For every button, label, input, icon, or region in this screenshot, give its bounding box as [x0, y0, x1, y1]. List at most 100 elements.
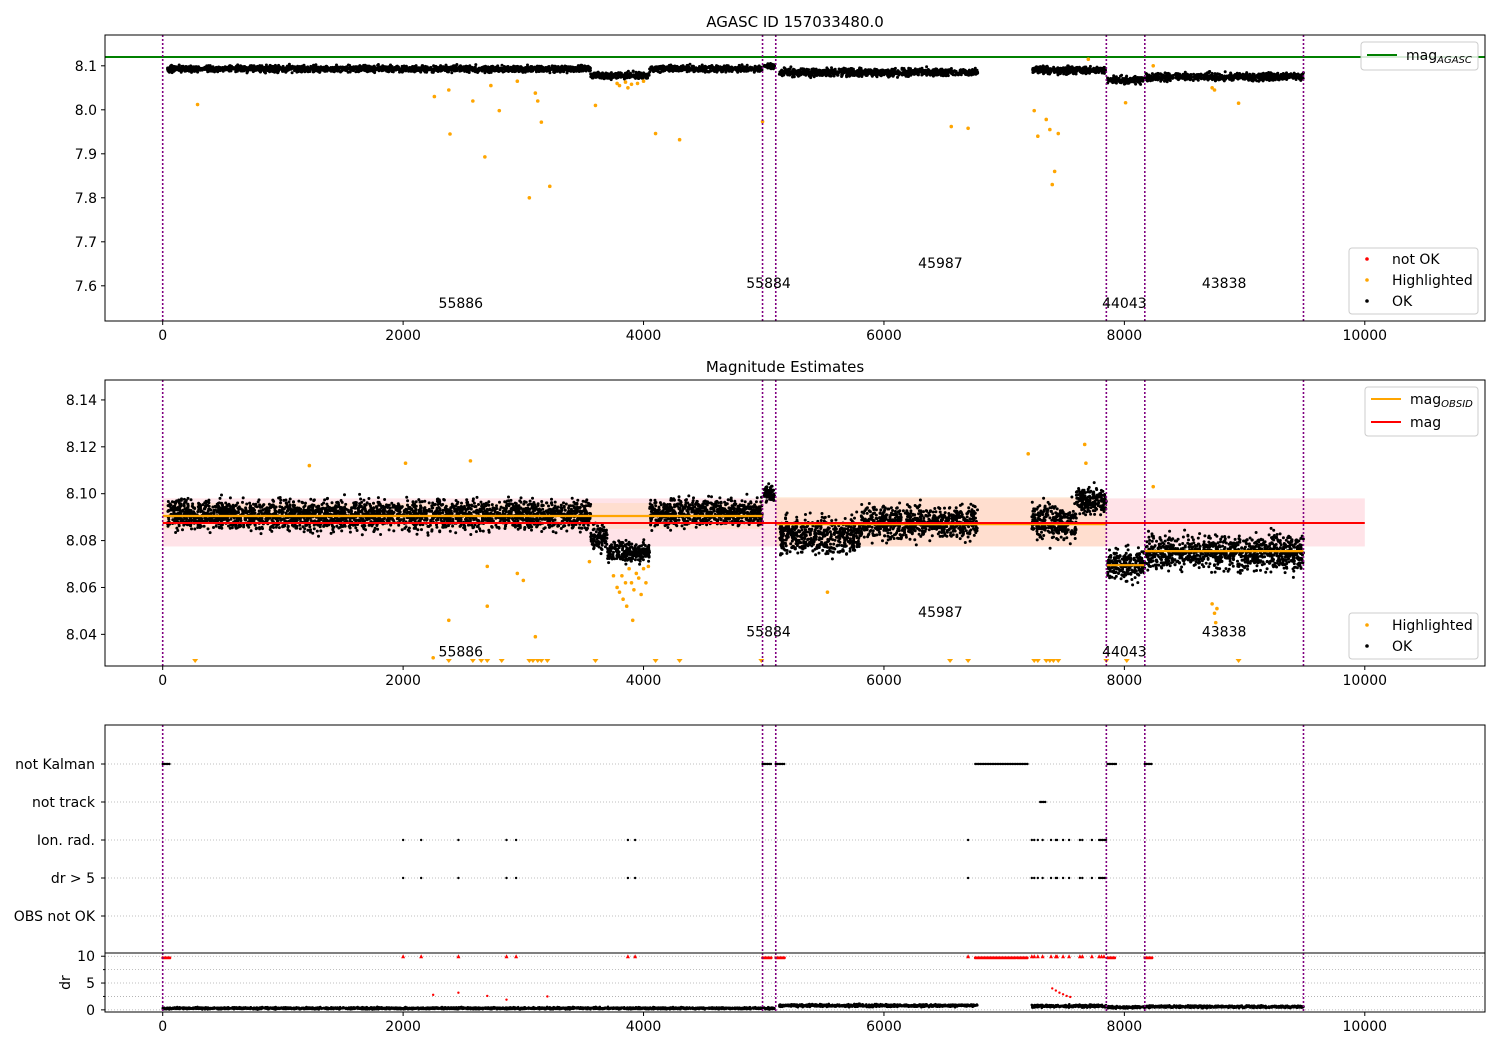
ok-point	[435, 69, 439, 73]
y-tick-label: 7.9	[75, 147, 97, 163]
obsid-label: 45987	[918, 256, 963, 272]
ok-point	[622, 74, 626, 78]
ok-point	[407, 69, 411, 73]
y-tick-label: 7.7	[75, 235, 97, 251]
ok-point	[965, 70, 969, 74]
ok-point	[287, 62, 291, 66]
ok-point	[537, 66, 541, 70]
ok-point	[500, 63, 504, 67]
ok-point	[588, 69, 592, 72]
ok-point	[560, 69, 564, 73]
ok-point	[1277, 74, 1280, 78]
ok-point	[1053, 69, 1057, 73]
ok-point	[942, 71, 946, 75]
obsid-label: 55884	[746, 276, 791, 292]
ok-point	[925, 65, 929, 69]
ok-point	[890, 69, 894, 73]
ok-point	[217, 66, 221, 70]
ok-point	[1095, 69, 1098, 73]
highlighted-point	[1212, 88, 1217, 92]
ok-point	[1164, 78, 1168, 82]
ok-point	[1167, 78, 1171, 82]
ok-point	[675, 64, 679, 68]
ok-point	[1265, 77, 1269, 80]
ok-point	[1107, 78, 1111, 82]
ok-point	[1125, 74, 1129, 78]
ok-point	[1073, 71, 1076, 74]
highlighted-point	[949, 124, 954, 129]
ok-point	[703, 68, 707, 72]
x-tick-label: 8000	[1107, 328, 1143, 344]
ok-point	[525, 65, 529, 69]
ok-point	[346, 70, 350, 74]
ok-point	[947, 70, 951, 73]
ok-point	[1152, 75, 1156, 79]
ok-point	[1064, 72, 1068, 76]
ok-point	[1250, 74, 1253, 78]
ok-point	[826, 72, 830, 75]
ok-point	[1214, 72, 1218, 76]
ok-point	[787, 67, 791, 71]
ok-point	[625, 76, 629, 80]
ok-point	[906, 70, 910, 74]
ok-point	[662, 65, 666, 68]
ok-point	[662, 68, 666, 72]
ok-point	[477, 69, 481, 73]
ok-point	[939, 73, 943, 77]
highlighted-point	[539, 120, 544, 124]
ok-point	[1222, 79, 1226, 83]
ok-point	[609, 75, 613, 79]
ok-point	[345, 66, 349, 70]
ok-point	[579, 68, 583, 72]
ok-point	[802, 67, 806, 71]
ok-point	[431, 68, 435, 72]
ok-point	[816, 71, 820, 75]
ok-point	[1170, 74, 1174, 78]
ok-point	[720, 67, 724, 71]
highlighted-point	[432, 94, 437, 99]
ok-point	[938, 70, 942, 74]
ok-point	[1216, 77, 1219, 81]
ok-point	[623, 71, 627, 75]
ok-point	[1236, 77, 1240, 81]
ok-point	[355, 66, 359, 70]
ok-point	[1098, 67, 1102, 71]
ok-point	[924, 70, 928, 74]
highlighted-point	[446, 88, 451, 92]
highlighted-point	[677, 137, 682, 142]
ok-point	[389, 65, 393, 69]
ok-point	[671, 67, 675, 71]
ok-point	[712, 69, 715, 73]
highlighted-point	[629, 82, 634, 87]
ok-point	[522, 67, 526, 71]
ok-point	[907, 75, 910, 78]
ok-point	[742, 69, 746, 73]
ok-point	[300, 64, 304, 68]
ok-point	[329, 69, 333, 73]
ok-point	[349, 66, 353, 69]
ok-point	[234, 67, 238, 71]
ok-point	[1056, 66, 1060, 70]
obsid-label: 43838	[1202, 276, 1247, 292]
ok-point	[971, 69, 975, 73]
ok-point	[290, 71, 294, 75]
ok-point	[417, 68, 421, 72]
ok-point	[1067, 69, 1071, 73]
ok-point	[1058, 70, 1062, 74]
ok-point	[196, 65, 200, 69]
x-tick-label: 10000	[1343, 328, 1388, 344]
highlighted-point	[535, 99, 540, 103]
ok-point	[400, 70, 404, 74]
ok-point	[491, 65, 495, 69]
highlighted-point	[653, 131, 658, 136]
ok-point	[471, 69, 475, 73]
ok-point	[1150, 72, 1154, 76]
ok-point	[1286, 75, 1290, 79]
ok-point	[861, 71, 865, 75]
ok-point	[607, 72, 611, 76]
highlighted-point	[1044, 117, 1049, 122]
ok-point	[846, 67, 850, 71]
ok-point	[363, 67, 367, 70]
ok-point	[305, 67, 309, 71]
ok-point	[791, 75, 794, 79]
